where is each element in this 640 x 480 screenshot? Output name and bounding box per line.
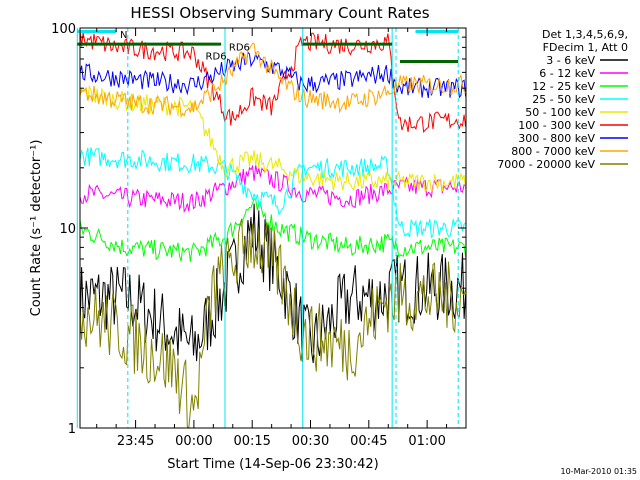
flag-label: RD6 [206, 52, 227, 63]
x-axis-label: Start Time (14-Sep-06 23:30:42) [167, 457, 378, 472]
legend-label: 100 - 300 keV [518, 119, 595, 132]
x-tick-label: 01:00 [408, 434, 445, 449]
legend-label: 3 - 6 keV [546, 54, 595, 67]
x-axis-ticks: 23:45 00:00 00:15 00:30 00:45 01:00 [96, 28, 467, 449]
series-line-5 [79, 84, 467, 194]
data-series-group [79, 28, 467, 430]
orbit-markers [76, 28, 459, 428]
chart-title: HESSI Observing Summary Count Rates [130, 4, 429, 22]
y-tick-label: 100 [51, 22, 76, 37]
series-line-4 [79, 147, 466, 239]
legend-label: 800 - 7000 keV [511, 145, 595, 158]
x-tick-label: 00:15 [233, 434, 270, 449]
x-tick-label: 00:30 [292, 434, 329, 449]
series-line-1 [79, 203, 467, 364]
generation-timestamp: 10-Mar-2010 01:35 [561, 467, 638, 476]
y-tick-label: 1 [68, 422, 76, 437]
series-line-8 [79, 42, 467, 119]
flag-label: RD6 [229, 42, 250, 53]
legend-label: 6 - 12 keV [539, 67, 595, 80]
flag-label: N [120, 30, 127, 41]
x-tick-label: 00:45 [350, 434, 387, 449]
series-line-3 [79, 198, 467, 262]
legend: Det 1,3,4,5,6,9, FDecim 1, Att 0 3 - 6 k… [497, 28, 628, 171]
legend-header-line-2: FDecim 1, Att 0 [543, 41, 628, 54]
legend-label: 12 - 25 keV [532, 80, 595, 93]
legend-header-line-1: Det 1,3,4,5,6,9, [542, 28, 628, 41]
series-line-6 [79, 28, 467, 133]
y-axis-label: Count Rate (s⁻¹ detector⁻¹) [29, 140, 44, 317]
legend-label: 25 - 50 keV [532, 93, 595, 106]
x-tick-label: 23:45 [117, 434, 154, 449]
series-line-7 [79, 51, 467, 99]
legend-label: 300 - 800 keV [518, 132, 595, 145]
x-tick-label: 00:00 [175, 434, 212, 449]
legend-label: 7000 - 20000 keV [497, 158, 595, 171]
series-line-9 [79, 218, 467, 430]
y-axis-ticks: 1 10 100 [51, 22, 466, 437]
legend-label: 50 - 100 keV [525, 106, 595, 119]
y-tick-label: 10 [59, 222, 76, 237]
